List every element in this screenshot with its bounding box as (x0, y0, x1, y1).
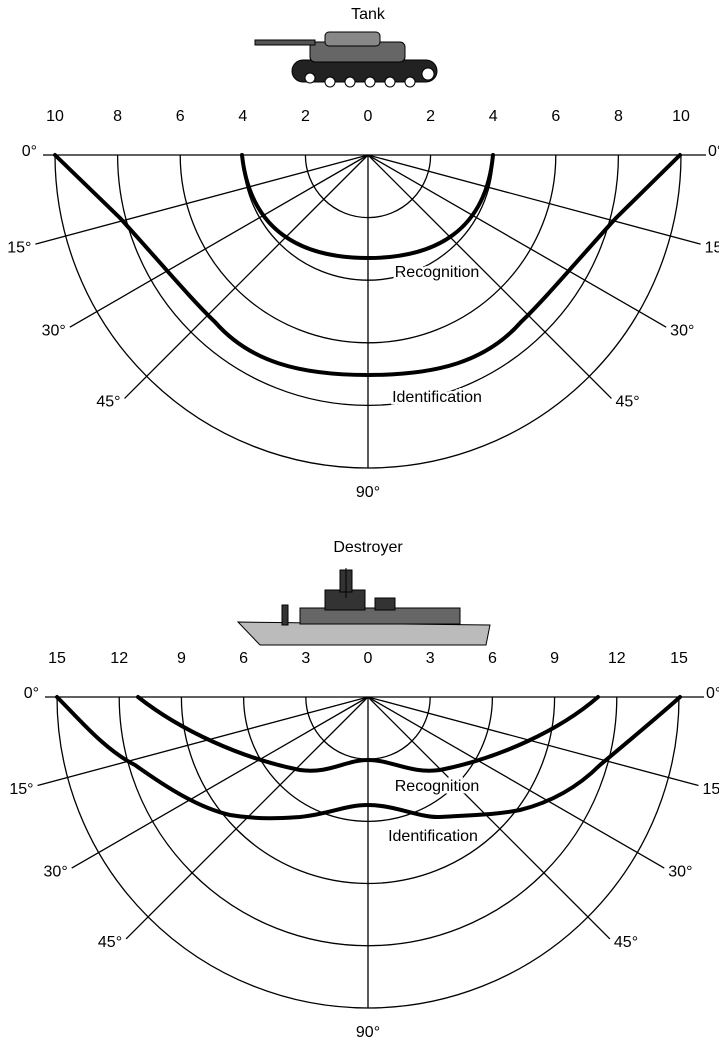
angle-label: 90° (356, 1024, 380, 1041)
curve-label: Recognition (395, 778, 480, 795)
range-label: 15 (670, 650, 688, 667)
destroyer-icon (236, 568, 491, 646)
curve-label: Identification (392, 389, 482, 406)
angle-line (367, 696, 611, 940)
range-label: 4 (238, 108, 247, 125)
angle-label: 30° (670, 322, 694, 339)
angle-label: 0° (24, 685, 39, 702)
angle-label: 0° (706, 685, 719, 702)
angle-label: 45° (98, 934, 122, 951)
range-label: 0 (364, 108, 373, 125)
angle-label: 0° (22, 143, 37, 160)
recognition-curve (136, 695, 600, 773)
panel-title: Tank (351, 6, 386, 23)
range-label: 6 (239, 650, 248, 667)
recognition-curve (240, 153, 495, 261)
angle-line (124, 154, 369, 399)
angle-line (367, 696, 699, 787)
curve-label: Recognition (395, 264, 480, 281)
range-label: 10 (46, 108, 64, 125)
angle-label: 15° (705, 239, 719, 256)
range-label: 4 (489, 108, 498, 125)
angle-line (35, 154, 369, 245)
angle-line (367, 154, 667, 328)
range-label: 0 (364, 650, 373, 667)
range-label: 9 (177, 650, 186, 667)
angle-label: 0° (708, 143, 719, 160)
angle-label: 30° (42, 322, 66, 339)
angle-label: 15° (9, 781, 33, 798)
angle-label: 45° (614, 934, 638, 951)
identification-curve (53, 153, 682, 378)
range-label: 12 (110, 650, 128, 667)
range-label: 12 (608, 650, 626, 667)
angle-label: 90° (356, 484, 380, 501)
range-label: 6 (176, 108, 185, 125)
range-label: 3 (426, 650, 435, 667)
angle-line (367, 696, 665, 869)
angle-line (367, 154, 701, 245)
tank-icon (254, 31, 438, 88)
range-label: 8 (614, 108, 623, 125)
range-label: 2 (301, 108, 310, 125)
range-label: 8 (113, 108, 122, 125)
range-label: 2 (426, 108, 435, 125)
angle-label: 15° (7, 239, 31, 256)
angle-label: 15° (702, 781, 719, 798)
angle-label: 30° (44, 863, 68, 880)
angle-label: 45° (615, 394, 639, 411)
angle-line (367, 154, 612, 399)
panel-title: Destroyer (333, 539, 403, 556)
range-label: 6 (488, 650, 497, 667)
range-label: 9 (550, 650, 559, 667)
curve-label: Identification (388, 828, 478, 845)
angle-line (37, 696, 369, 787)
range-label: 3 (301, 650, 310, 667)
identification-curve (55, 695, 682, 821)
angle-line (69, 154, 369, 328)
range-label: 10 (672, 108, 690, 125)
angle-line (71, 696, 369, 869)
angle-label: 30° (668, 863, 692, 880)
range-label: 6 (551, 108, 560, 125)
angle-label: 45° (96, 394, 120, 411)
range-label: 15 (48, 650, 66, 667)
